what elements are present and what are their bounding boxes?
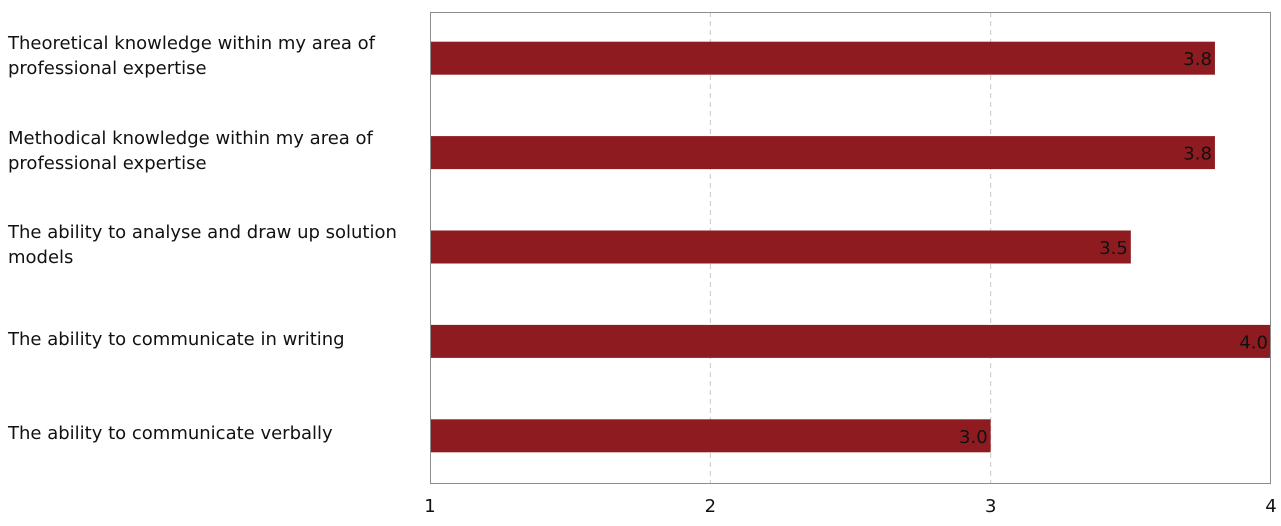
x-tick-label: 3 [985, 496, 996, 517]
plot-frame [430, 12, 1271, 484]
bar [430, 419, 991, 453]
bar-value-label: 4.0 [1239, 332, 1268, 353]
bar-value-label: 3.0 [959, 427, 988, 448]
category-label: The ability to analyse and draw up solut… [8, 222, 397, 268]
x-tick-label: 4 [1265, 496, 1276, 517]
category-label: The ability to communicate in writing [8, 328, 345, 350]
bar-value-label: 3.8 [1183, 144, 1212, 165]
bar [430, 41, 1215, 75]
category-label: The ability to communicate verbally [8, 423, 333, 445]
bar [430, 324, 1271, 358]
bar [430, 136, 1215, 170]
x-tick-label: 2 [705, 496, 716, 517]
bar-value-label: 3.8 [1183, 49, 1212, 70]
category-label: Methodical knowledge within my area of p… [8, 127, 373, 174]
x-tick-label: 1 [424, 496, 435, 517]
bar [430, 230, 1131, 264]
category-label: Theoretical knowledge within my area of … [8, 33, 376, 80]
bar-value-label: 3.5 [1099, 238, 1128, 259]
